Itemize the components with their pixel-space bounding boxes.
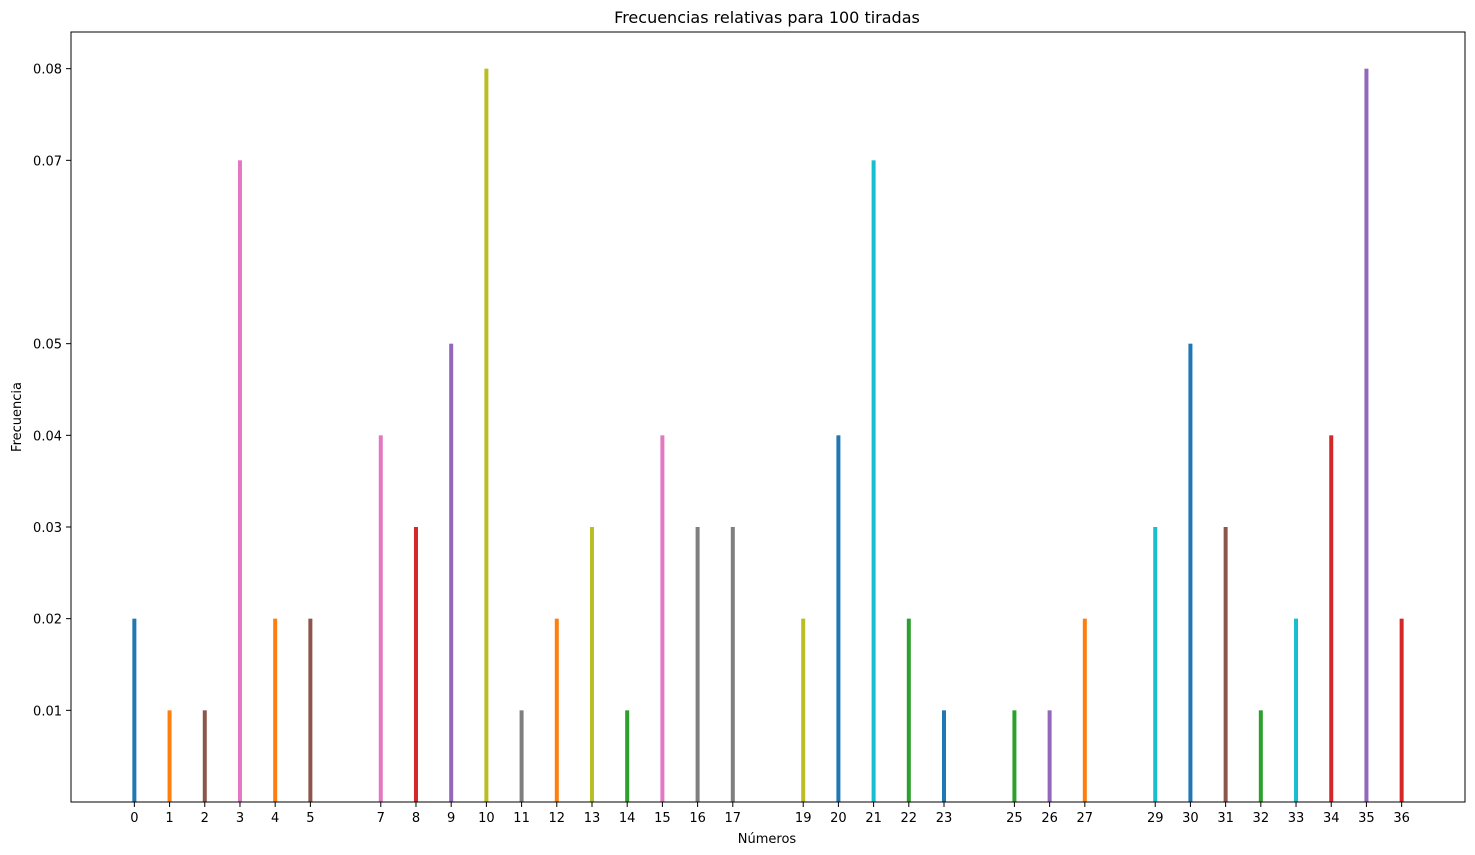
bar-35 [1364, 68, 1369, 802]
bar-31 [1223, 527, 1228, 802]
x-tick-label-7: 7 [377, 811, 385, 826]
x-tick-label-30: 30 [1182, 811, 1199, 826]
y-tick-label-0.02: 0.02 [33, 613, 62, 628]
bar-10 [484, 68, 489, 802]
bar-3 [237, 160, 242, 803]
bar-34 [1329, 435, 1334, 802]
x-tick-label-23: 23 [936, 811, 953, 826]
x-tick-label-16: 16 [689, 811, 706, 826]
bar-14 [625, 710, 630, 802]
x-tick-label-19: 19 [795, 811, 812, 826]
bar-16 [695, 527, 700, 802]
x-tick-label-31: 31 [1217, 811, 1234, 826]
x-tick-label-29: 29 [1147, 811, 1164, 826]
x-tick-label-5: 5 [306, 811, 314, 826]
y-tick-label-0.03: 0.03 [33, 521, 62, 536]
bars [132, 68, 1404, 803]
bar-1 [167, 710, 172, 802]
bar-17 [730, 527, 735, 802]
bar-25 [1012, 710, 1017, 802]
x-tick-label-34: 34 [1323, 811, 1340, 826]
x-tick-label-1: 1 [165, 811, 173, 826]
bar-12 [554, 618, 559, 802]
x-tick-label-27: 27 [1077, 811, 1094, 826]
x-tick-label-22: 22 [901, 811, 918, 826]
x-tick-label-25: 25 [1006, 811, 1023, 826]
x-tick-label-2: 2 [201, 811, 209, 826]
y-tick-label-0.04: 0.04 [33, 429, 62, 444]
chart-title: Frecuencias relativas para 100 tiradas [614, 8, 920, 27]
x-tick-label-12: 12 [549, 811, 566, 826]
x-axis-label: Números [738, 832, 797, 847]
bar-13 [589, 527, 594, 802]
x-tick-label-10: 10 [478, 811, 495, 826]
y-tick-label-0.08: 0.08 [33, 63, 62, 78]
x-tick-label-11: 11 [513, 811, 530, 826]
x-tick-label-21: 21 [865, 811, 882, 826]
y-tick-label-0.07: 0.07 [33, 154, 62, 169]
bar-26 [1047, 710, 1052, 802]
x-tick-label-32: 32 [1253, 811, 1270, 826]
bar-11 [519, 710, 524, 802]
bar-19 [801, 618, 806, 802]
bar-33 [1294, 618, 1299, 802]
x-tick-label-8: 8 [412, 811, 420, 826]
x-tick-label-9: 9 [447, 811, 455, 826]
bar-2 [202, 710, 207, 802]
x-tick-label-33: 33 [1288, 811, 1305, 826]
y-axis: 0.01 0.02 0.03 0.04 0.05 0.07 0.08 [33, 63, 71, 719]
bar-32 [1258, 710, 1263, 802]
bar-7 [378, 435, 383, 802]
bar-9 [449, 343, 454, 802]
y-axis-label: Frecuencia [10, 382, 25, 452]
bar-36 [1399, 618, 1404, 802]
plot-frame [70, 31, 1466, 803]
x-tick-label-36: 36 [1393, 811, 1410, 826]
x-tick-label-4: 4 [271, 811, 279, 826]
x-tick-label-15: 15 [654, 811, 671, 826]
x-tick-label-26: 26 [1041, 811, 1058, 826]
bar-20 [836, 435, 841, 802]
bar-15 [660, 435, 665, 802]
bar-30 [1188, 343, 1193, 802]
x-tick-label-14: 14 [619, 811, 636, 826]
bar-4 [273, 618, 278, 802]
bar-23 [942, 710, 947, 802]
x-tick-label-0: 0 [130, 811, 138, 826]
bar-22 [906, 618, 911, 802]
x-tick-label-20: 20 [830, 811, 847, 826]
bar-21 [871, 160, 876, 803]
y-tick-label-0.05: 0.05 [33, 338, 62, 353]
bar-8 [413, 527, 418, 802]
x-tick-label-13: 13 [584, 811, 601, 826]
bar-5 [308, 618, 313, 802]
bar-0 [132, 618, 137, 802]
x-axis: 0 1 2 3 4 5 7 8 9 10 11 12 13 14 15 16 17 19 20 21 22 23 25 26 2… [130, 802, 1410, 826]
y-tick-label-0.01: 0.01 [33, 704, 62, 719]
bar-29 [1153, 527, 1158, 802]
x-tick-label-17: 17 [725, 811, 742, 826]
bar-27 [1082, 618, 1087, 802]
x-tick-label-3: 3 [236, 811, 244, 826]
x-tick-label-35: 35 [1358, 811, 1375, 826]
